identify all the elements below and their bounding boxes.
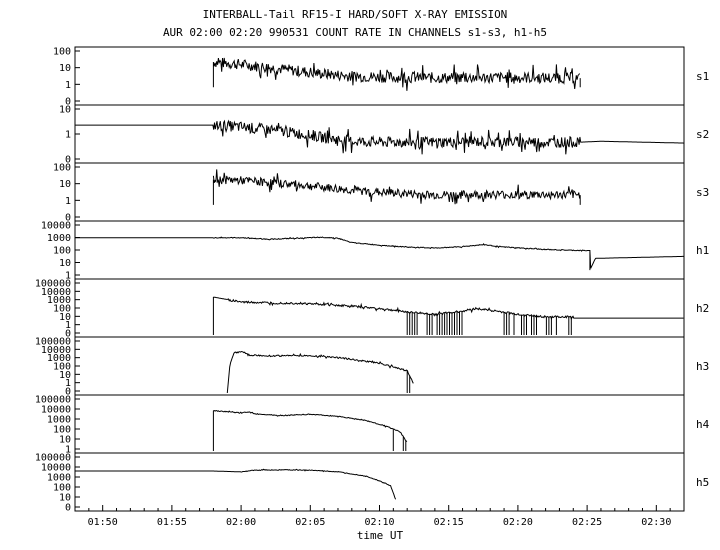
panel-frame <box>74 220 685 280</box>
y-tick-label: 100 <box>53 483 71 494</box>
y-tick-label: 100 <box>53 304 71 315</box>
series-h1 <box>75 236 684 271</box>
channel-label-s1: s1 <box>696 70 709 83</box>
y-tick-label: 10 <box>59 312 71 323</box>
y-tick-label: 1000 <box>47 295 71 306</box>
series-s1 <box>212 57 581 91</box>
y-tick-label: 1000 <box>47 233 71 244</box>
y-tick-label: 10000 <box>41 405 71 416</box>
y-tick-label: 1 <box>65 80 71 91</box>
channel-label-s2: s2 <box>696 128 709 141</box>
y-tick-label: 100000 <box>35 337 71 348</box>
y-tick-label: 1000 <box>47 473 71 484</box>
x-tick-label: 02:15 <box>434 517 464 528</box>
x-axis-label: time UT <box>357 529 404 542</box>
panel-frame <box>74 452 685 512</box>
x-tick-label: 02:05 <box>295 517 325 528</box>
y-tick-label: 1 <box>65 320 71 331</box>
x-tick-label: 02:20 <box>503 517 533 528</box>
y-tick-label: 1 <box>65 130 71 141</box>
x-tick-label: 02:25 <box>572 517 602 528</box>
y-tick-label: 100000 <box>35 395 71 406</box>
series-h4 <box>212 409 408 451</box>
panel-frame <box>74 336 685 396</box>
x-axis: 01:50 01:55 02:00 02:05 02:10 02:15 02:20 02:25… <box>74 505 685 528</box>
y-tick-label: 1000 <box>47 353 71 364</box>
spikes-h2 <box>406 311 572 335</box>
y-tick-label: 10000 <box>41 463 71 474</box>
y-tick-label: 10000 <box>41 287 71 298</box>
x-tick-label: 01:50 <box>88 517 118 528</box>
y-tick-label: 1 <box>65 445 71 456</box>
y-tick-label: 100000 <box>35 279 71 290</box>
y-tick-label: 0 <box>65 329 71 340</box>
y-tick-label: 10 <box>59 493 71 504</box>
y-tick-label: 10000 <box>41 345 71 356</box>
y-tick-label: 10000 <box>41 221 71 232</box>
channel-label-h4: h4 <box>696 418 710 431</box>
y-tick-label: 0 <box>65 503 71 514</box>
channel-label-h2: h2 <box>696 302 709 315</box>
panel-frame <box>74 394 685 454</box>
x-tick-label: 02:00 <box>226 517 256 528</box>
y-tick-label: 10 <box>59 179 71 190</box>
figure-title: INTERBALL-Tail RF15-I HARD/SOFT X-RAY EM… <box>203 8 508 21</box>
series-h2 <box>212 296 684 335</box>
y-tick-label: 0 <box>65 387 71 398</box>
x-tick-label: 01:55 <box>157 517 187 528</box>
y-tick-label: 100 <box>53 163 71 174</box>
spikes-h3 <box>406 370 411 393</box>
y-tick-label: 10 <box>59 435 71 446</box>
y-tick-label: 0 <box>65 97 71 108</box>
y-tick-label: 10 <box>59 258 71 269</box>
y-tick-label: 1 <box>65 378 71 389</box>
series-s3 <box>212 169 581 205</box>
channel-label-s3: s3 <box>696 186 709 199</box>
y-tick-label: 0 <box>65 213 71 224</box>
y-tick-label: 100 <box>53 246 71 257</box>
series-h3 <box>226 350 414 394</box>
series-h5 <box>75 468 397 500</box>
y-tick-label: 100000 <box>35 453 71 464</box>
panel-frame <box>74 104 685 164</box>
y-tick-label: 0 <box>65 155 71 166</box>
y-tick-label: 100 <box>53 47 71 58</box>
figure-subtitle: AUR 02:00 02:20 990531 COUNT RATE IN CHA… <box>163 26 547 39</box>
x-tick-label: 02:10 <box>364 517 394 528</box>
y-tick-label: 1 <box>65 271 71 282</box>
channel-label-h5: h5 <box>696 476 709 489</box>
y-tick-label: 1 <box>65 196 71 207</box>
y-tick-label: 1000 <box>47 415 71 426</box>
y-tick-label: 100 <box>53 425 71 436</box>
spikes-h4 <box>392 429 407 451</box>
y-tick-label: 100 <box>53 362 71 373</box>
y-tick-label: 10 <box>59 63 71 74</box>
y-tick-label: 10 <box>59 370 71 381</box>
panel-group: 1001010s11010s21001010s3100001000100101h… <box>35 46 710 514</box>
channel-label-h3: h3 <box>696 360 709 373</box>
x-tick-label: 02:30 <box>641 517 671 528</box>
series-s2 <box>75 119 684 155</box>
y-tick-label: 10 <box>59 105 71 116</box>
channel-label-h1: h1 <box>696 244 709 257</box>
